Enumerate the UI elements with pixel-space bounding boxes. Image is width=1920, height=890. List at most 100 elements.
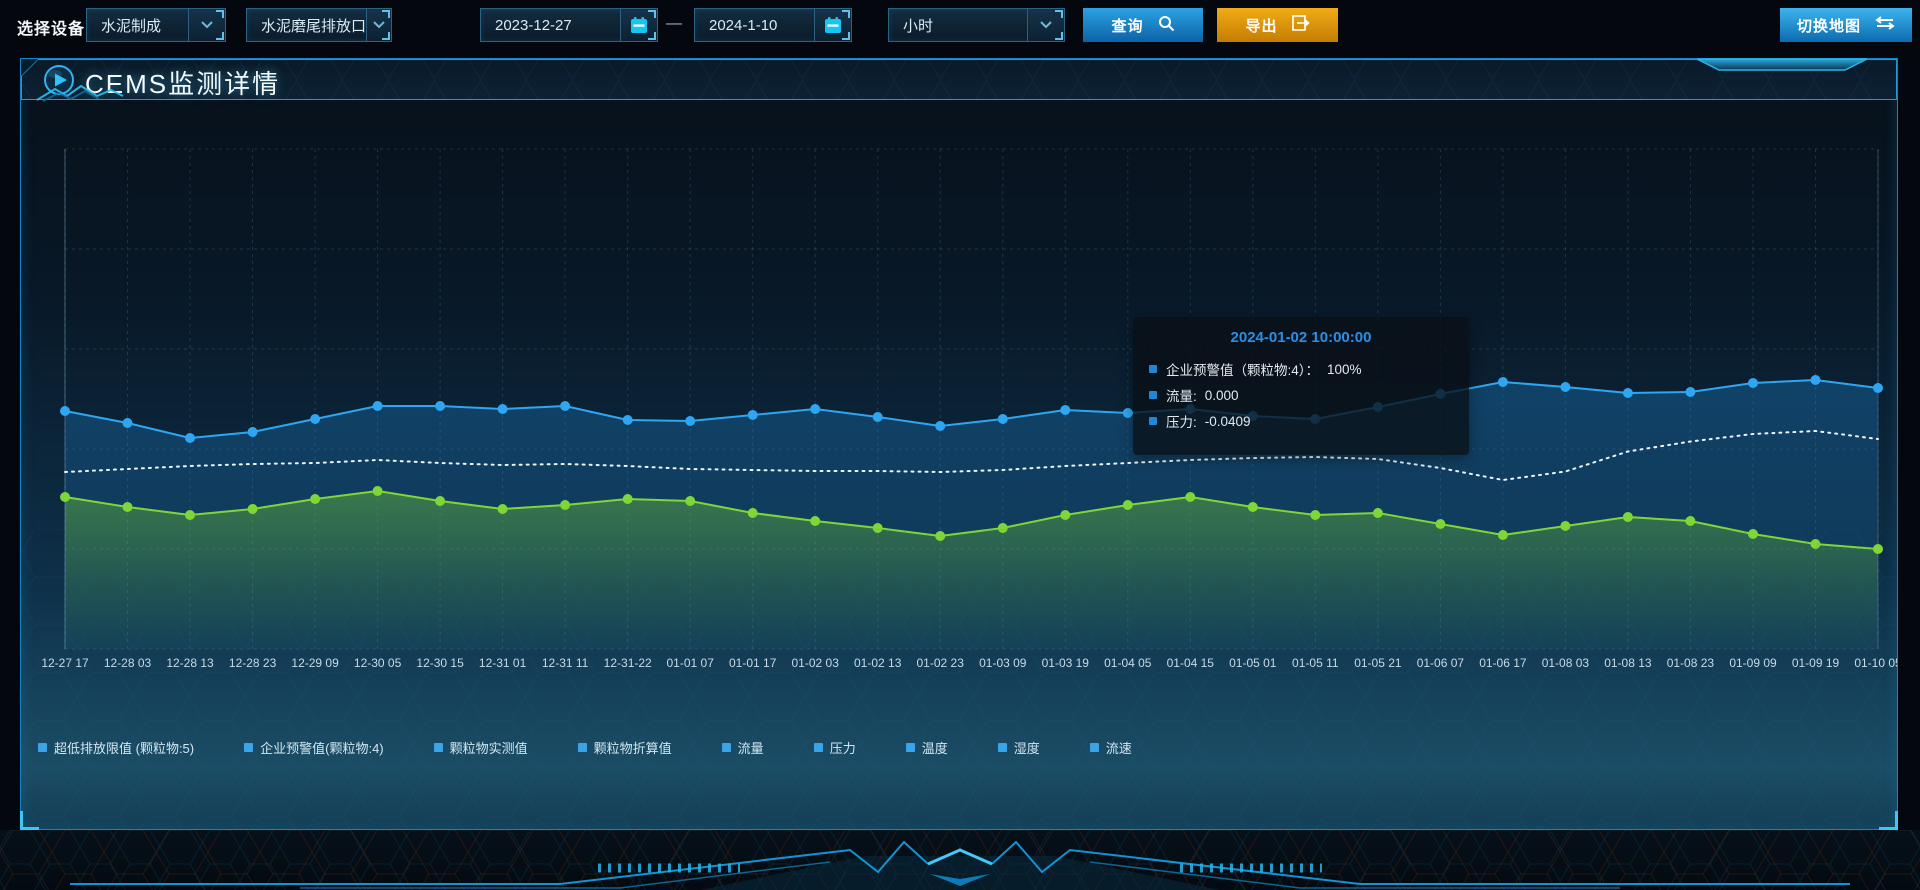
data-point[interactable]: [872, 412, 883, 422]
line-chart[interactable]: 12-27 17 12-28 03 12-28 13 12-28 23 12-29 09…: [21, 101, 1902, 761]
legend-item[interactable]: 温度: [905, 738, 948, 757]
data-point[interactable]: [1122, 408, 1133, 418]
start-date-picker[interactable]: 2023-12-27: [480, 8, 658, 42]
data-point[interactable]: [60, 492, 70, 502]
end-date-value: 2024-1-10: [709, 16, 778, 34]
data-point[interactable]: [1435, 519, 1446, 529]
legend-item[interactable]: 超低排放限值 (颗粒物:5): [38, 738, 194, 757]
legend-item[interactable]: 流量: [721, 738, 764, 757]
data-point[interactable]: [1372, 508, 1383, 518]
x-axis-labels: 12-27 17 12-28 03 12-28 13 12-28 23 12-29 09…: [41, 656, 1902, 670]
chart-legend: 超低排放限值 (颗粒物:5) 企业预警值(颗粒物:4) 颗粒物实测值 颗粒物折算值 流量…: [38, 738, 1132, 757]
calendar-icon[interactable]: [814, 9, 851, 41]
legend-item[interactable]: 流速: [1089, 738, 1132, 757]
x-axis-label: 12-28 23: [229, 656, 277, 670]
data-point[interactable]: [1060, 510, 1071, 520]
data-point[interactable]: [1748, 529, 1758, 539]
data-point[interactable]: [372, 486, 383, 496]
data-point[interactable]: [1685, 516, 1696, 526]
data-point[interactable]: [1622, 388, 1633, 398]
x-axis-label: 01-08 23: [1667, 656, 1715, 670]
legend-label: 颗粒物折算值: [593, 741, 672, 756]
tooltip-title: 2024-01-02 10:00:00: [1230, 329, 1372, 346]
legend-label: 超低排放限值 (颗粒物:5): [54, 741, 195, 756]
outlet-select[interactable]: 水泥磨尾排放口: [246, 8, 392, 42]
legend-item[interactable]: 企业预警值(颗粒物:4): [244, 738, 384, 757]
data-point[interactable]: [747, 508, 758, 518]
data-point[interactable]: [935, 421, 946, 431]
legend-label: 颗粒物实测值: [449, 741, 528, 756]
data-point[interactable]: [1310, 510, 1321, 520]
data-point[interactable]: [185, 510, 195, 520]
data-point[interactable]: [747, 410, 758, 420]
x-axis-label: 01-04 15: [1167, 656, 1215, 670]
data-point[interactable]: [1560, 382, 1571, 392]
chevron-down-icon[interactable]: [188, 9, 225, 41]
device-category-select[interactable]: 水泥制成: [86, 8, 226, 42]
legend-marker-icon: [905, 743, 915, 752]
legend-label: 温度: [921, 741, 948, 756]
data-point[interactable]: [1060, 405, 1071, 415]
interval-select[interactable]: 小时: [888, 8, 1065, 42]
data-point[interactable]: [622, 494, 633, 504]
data-point[interactable]: [997, 523, 1008, 533]
x-axis-label: 01-02 03: [792, 656, 840, 670]
data-point[interactable]: [622, 415, 633, 425]
x-axis-label: 01-09 09: [1729, 656, 1777, 670]
data-point[interactable]: [122, 418, 133, 428]
calendar-icon[interactable]: [620, 9, 657, 41]
data-point[interactable]: [1122, 500, 1133, 510]
data-point[interactable]: [497, 504, 508, 514]
data-point[interactable]: [1185, 492, 1196, 502]
data-point[interactable]: [1810, 539, 1821, 549]
data-point[interactable]: [810, 516, 821, 526]
data-point[interactable]: [1873, 544, 1883, 554]
data-point[interactable]: [310, 414, 321, 424]
export-button[interactable]: 导出: [1217, 8, 1338, 42]
data-point[interactable]: [185, 433, 195, 443]
chevron-down-icon[interactable]: [366, 9, 391, 41]
data-point[interactable]: [310, 494, 321, 504]
data-point[interactable]: [247, 427, 258, 437]
data-point[interactable]: [372, 401, 383, 411]
data-point[interactable]: [497, 404, 508, 414]
data-point[interactable]: [810, 404, 821, 414]
data-point[interactable]: [435, 401, 446, 411]
data-point[interactable]: [435, 496, 446, 506]
x-axis-label: 12-30 15: [416, 656, 464, 670]
data-point[interactable]: [60, 406, 70, 416]
legend-marker-icon: [244, 743, 254, 752]
toolbar: 选择设备 水泥制成 水泥磨尾排放口 2023-12-27 — 2024-1-10: [0, 8, 1920, 42]
data-point[interactable]: [560, 401, 571, 411]
data-point[interactable]: [1622, 512, 1633, 522]
data-point[interactable]: [1497, 530, 1508, 540]
legend-item[interactable]: 颗粒物实测值: [433, 738, 528, 757]
data-point[interactable]: [685, 416, 696, 426]
x-axis-label: 01-01 07: [667, 656, 715, 670]
data-point[interactable]: [122, 502, 133, 512]
query-button[interactable]: 查询: [1083, 8, 1203, 42]
switch-map-button[interactable]: 切换地图: [1780, 8, 1912, 42]
data-point[interactable]: [1247, 502, 1258, 512]
legend-item[interactable]: 压力: [813, 738, 856, 757]
chevron-down-icon[interactable]: [1027, 9, 1064, 41]
data-point[interactable]: [560, 500, 571, 510]
legend-item[interactable]: 湿度: [997, 738, 1040, 757]
data-point[interactable]: [1560, 521, 1571, 531]
end-date-picker[interactable]: 2024-1-10: [694, 8, 852, 42]
data-point[interactable]: [1810, 375, 1821, 385]
data-point[interactable]: [872, 523, 883, 533]
data-point[interactable]: [935, 531, 946, 541]
outlet-select-value: 水泥磨尾排放口: [261, 17, 367, 35]
data-point[interactable]: [1748, 378, 1758, 388]
data-point[interactable]: [1497, 377, 1508, 387]
data-point[interactable]: [247, 504, 258, 514]
legend-marker-icon: [38, 743, 47, 752]
data-point[interactable]: [685, 496, 696, 506]
legend-item[interactable]: 颗粒物折算值: [577, 738, 672, 757]
data-point[interactable]: [1873, 383, 1883, 393]
data-point[interactable]: [1685, 387, 1696, 397]
data-point[interactable]: [997, 414, 1008, 424]
x-axis-label: 01-06 17: [1479, 656, 1527, 670]
legend-label: 流速: [1105, 741, 1132, 756]
